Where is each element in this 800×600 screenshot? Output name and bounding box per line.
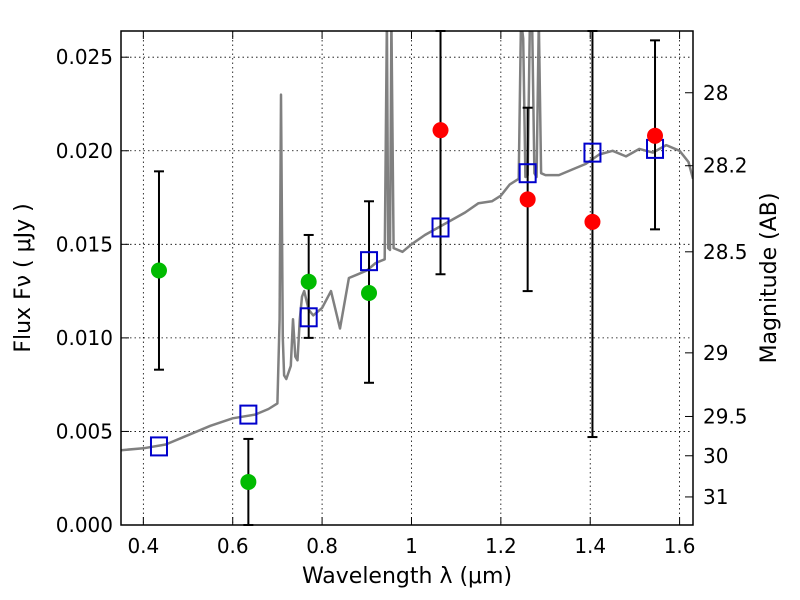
y2-tick-label: 31 bbox=[703, 485, 728, 509]
x-tick-label: 1.6 bbox=[664, 534, 696, 558]
observed-point bbox=[150, 262, 167, 279]
x-tick-label: 0.4 bbox=[127, 534, 159, 558]
axes: 0.4 0.6 0.8 1 1.2 1.4 1.6 0.000 0.005 0.010 0.015 0… bbox=[56, 31, 748, 558]
observed-point bbox=[647, 127, 664, 144]
y2-tick-label: 30 bbox=[703, 444, 728, 468]
y2-tick-label: 29.5 bbox=[703, 404, 748, 428]
spectrum-line bbox=[121, 31, 693, 452]
observed-point bbox=[300, 273, 317, 290]
y2-tick-label: 28.2 bbox=[703, 154, 748, 178]
y2-tick-label: 28.5 bbox=[703, 240, 748, 264]
y2-tick-label: 28 bbox=[703, 81, 728, 105]
observed-point bbox=[361, 284, 378, 301]
error-bars bbox=[153, 30, 661, 526]
y-tick-label: 0.015 bbox=[56, 232, 113, 256]
x-tick-label: 1 bbox=[405, 534, 418, 558]
observed-point bbox=[240, 473, 257, 490]
observed-point bbox=[584, 213, 601, 230]
x-axis-title: Wavelength λ (μm) bbox=[302, 564, 512, 589]
model-square-marker bbox=[149, 436, 168, 457]
plot-area bbox=[121, 31, 693, 525]
x-tick-label: 1.2 bbox=[485, 534, 517, 558]
x-tick-label: 0.6 bbox=[217, 534, 249, 558]
observed-point bbox=[432, 122, 449, 139]
observed-point bbox=[519, 191, 536, 208]
model-square-marker bbox=[431, 217, 450, 238]
y-tick-label: 0.025 bbox=[56, 45, 113, 69]
model-square-marker bbox=[239, 404, 258, 425]
plot-frame bbox=[120, 30, 694, 526]
y-tick-label: 0.005 bbox=[56, 419, 113, 443]
y-axis-title: Flux Fν ( μJy ) bbox=[11, 203, 36, 352]
x-tick-label: 0.8 bbox=[306, 534, 338, 558]
y2-axis-title: Magnitude (AB) bbox=[757, 193, 782, 364]
model-square-marker bbox=[518, 163, 537, 184]
markers bbox=[149, 122, 665, 490]
y-tick-label: 0.000 bbox=[56, 513, 113, 537]
model-square-marker bbox=[299, 307, 318, 328]
model-square-marker bbox=[583, 142, 602, 163]
y2-tick-label: 29 bbox=[703, 341, 728, 365]
model-square-marker bbox=[360, 251, 379, 272]
y-tick-label: 0.010 bbox=[56, 326, 113, 350]
x-tick-label: 1.4 bbox=[574, 534, 606, 558]
y-tick-label: 0.020 bbox=[56, 139, 113, 163]
data-layer bbox=[121, 31, 693, 452]
